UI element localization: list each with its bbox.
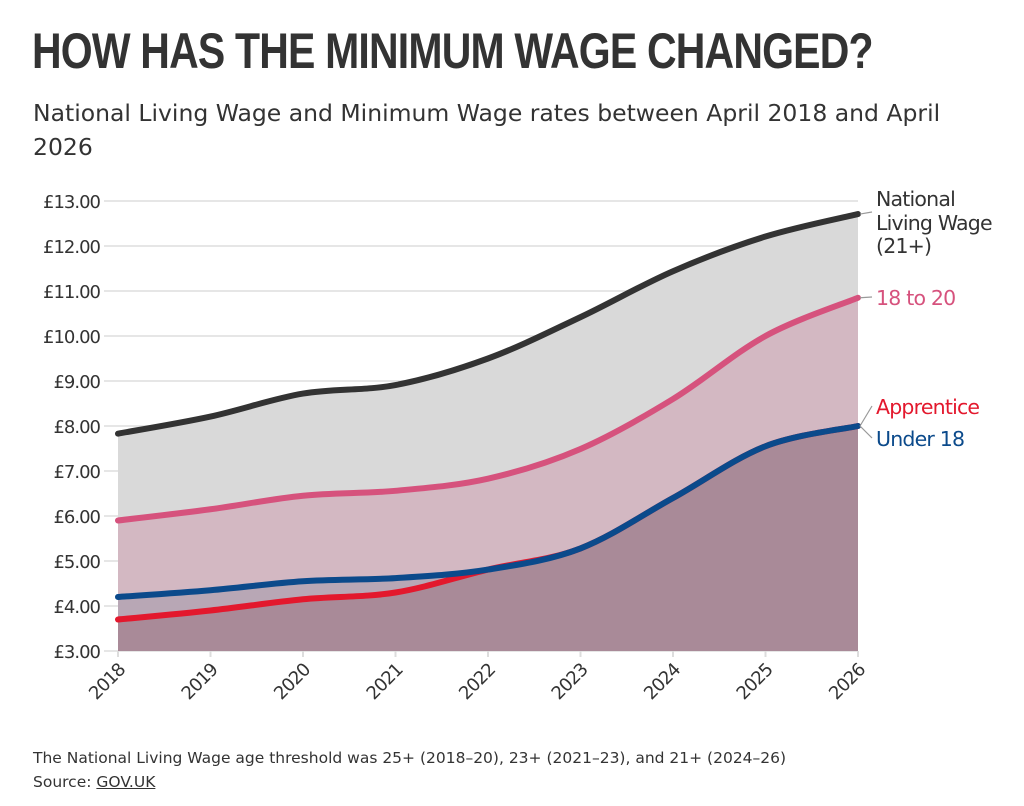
y-tick-label: £11.00 bbox=[43, 282, 101, 303]
x-tick-label: 2019 bbox=[178, 659, 223, 704]
series-label: 18 to 20 bbox=[876, 286, 955, 310]
x-tick-label: 2020 bbox=[270, 659, 315, 704]
line-under-18 bbox=[115, 423, 861, 600]
y-tick-label: £13.00 bbox=[43, 192, 101, 213]
leader-line bbox=[859, 405, 873, 427]
y-tick-label: £4.00 bbox=[53, 597, 100, 618]
source-label: Source: bbox=[33, 773, 97, 791]
y-tick-label: £5.00 bbox=[53, 552, 100, 573]
series-label: Under 18 bbox=[876, 427, 964, 451]
y-tick-label: £9.00 bbox=[53, 372, 100, 393]
chart-subtitle: National Living Wage and Minimum Wage ra… bbox=[33, 99, 941, 161]
x-tick-label: 2021 bbox=[363, 660, 407, 704]
x-tick-label: 2022 bbox=[455, 660, 499, 704]
y-tick-label: £6.00 bbox=[53, 507, 100, 528]
footnote: The National Living Wage age threshold w… bbox=[33, 749, 787, 767]
series-label: Living Wage bbox=[876, 211, 992, 235]
y-tick-label: £12.00 bbox=[43, 237, 101, 258]
area-apprentice bbox=[118, 426, 858, 651]
series-label: National bbox=[876, 187, 955, 211]
x-tick-label: 2023 bbox=[548, 659, 593, 704]
x-tick-label: 2018 bbox=[85, 659, 130, 704]
leader-line bbox=[859, 211, 873, 215]
source-link[interactable]: GOV.UK bbox=[96, 773, 156, 791]
leader-line bbox=[859, 296, 873, 299]
y-tick-label: £8.00 bbox=[53, 417, 100, 438]
line-national-living-wage-21- bbox=[115, 211, 861, 437]
y-tick-label: £7.00 bbox=[53, 462, 100, 483]
chart-title: HOW HAS THE MINIMUM WAGE CHANGED? bbox=[32, 23, 874, 79]
y-tick-label: £10.00 bbox=[43, 327, 101, 348]
line-18-to-20 bbox=[115, 294, 861, 524]
x-tick-label: 2024 bbox=[640, 659, 685, 704]
y-tick-label: £3.00 bbox=[53, 642, 100, 663]
leader-line bbox=[859, 425, 873, 439]
x-tick-label: 2025 bbox=[733, 660, 777, 704]
series-label: (21+) bbox=[876, 234, 931, 258]
footnote-block: The National Living Wage age threshold w… bbox=[33, 746, 786, 794]
source-line: Source: GOV.UK bbox=[33, 770, 786, 794]
x-tick-label: 2026 bbox=[825, 659, 870, 704]
area-chart: £3.00 £4.00 £5.00 £6.00 £7.00 £8.00 £9.00 £10.0… bbox=[43, 187, 993, 704]
series-label: Apprentice bbox=[876, 395, 979, 419]
